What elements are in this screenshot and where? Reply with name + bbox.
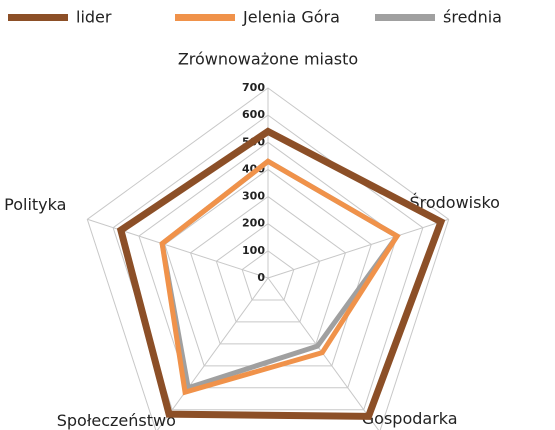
legend-swatch [175,14,235,21]
grid-line [86,87,450,430]
series-line [159,158,401,396]
y-tick-label: 0 [257,271,265,284]
grid-line [215,223,321,323]
spoke [267,218,449,279]
category-label: Zrównoważone miasto [178,50,358,69]
y-tick-label: 600 [242,108,265,121]
category-label: Gospodarka [362,409,458,428]
legend-label: lider [76,8,112,27]
grid-line [112,114,424,411]
grid-line [189,195,347,345]
grid-line [241,250,295,301]
category-label: Polityka [4,195,66,214]
y-tick-label: 100 [242,244,265,257]
category-label: Społeczeństwo [57,411,176,430]
legend-swatch [8,14,68,21]
spoke [87,218,269,279]
legend-label: Jelenia Góra [242,8,340,27]
legend-swatch [375,14,435,21]
spoke [267,277,380,430]
y-tick-label: 300 [242,190,265,203]
series-line [116,127,446,420]
y-tick-label: 700 [242,81,265,94]
category-label: Środowisko [409,193,499,212]
y-tick-label: 200 [242,217,265,230]
grid-line [138,141,398,389]
legend-label: średnia [443,8,502,27]
spoke [156,277,269,430]
